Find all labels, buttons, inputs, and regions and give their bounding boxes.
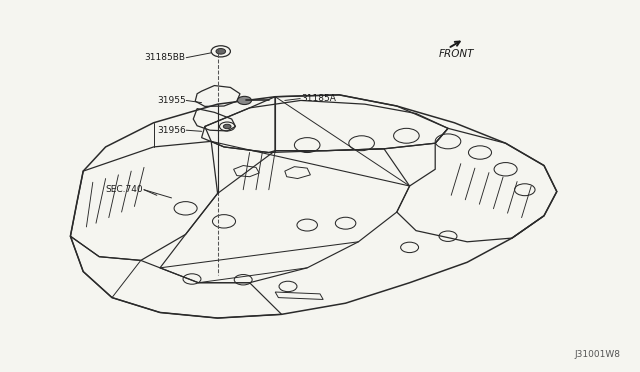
Text: 31956: 31956: [157, 126, 186, 135]
Text: SEC.740: SEC.740: [106, 185, 143, 194]
Circle shape: [216, 48, 226, 54]
Circle shape: [223, 124, 231, 129]
Text: 31185BB: 31185BB: [145, 53, 186, 62]
Text: 31185A: 31185A: [301, 94, 335, 103]
Text: FRONT: FRONT: [438, 49, 474, 59]
Text: J31001W8: J31001W8: [575, 350, 621, 359]
Text: 31955: 31955: [157, 96, 186, 105]
Circle shape: [237, 96, 252, 105]
